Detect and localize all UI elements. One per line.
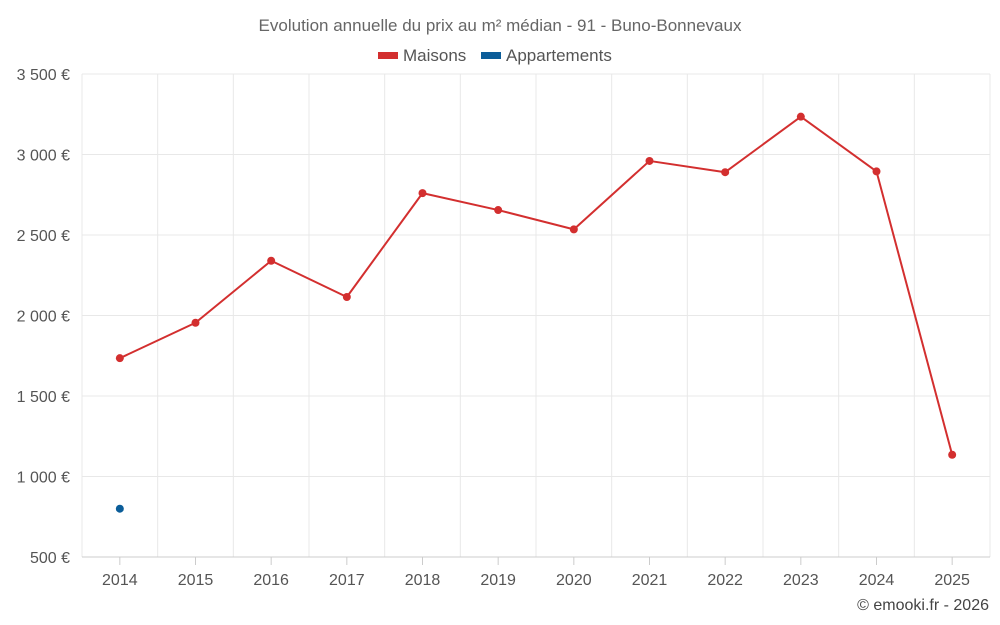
x-tick-label: 2019 — [480, 572, 516, 589]
series-line-maisons — [119, 115, 954, 456]
data-point-maisons[interactable] — [267, 256, 276, 265]
data-point-maisons[interactable] — [115, 354, 124, 363]
legend: Maisons Appartements — [378, 46, 612, 65]
y-tick-label: 3 500 € — [17, 67, 70, 84]
x-tick-label: 2016 — [253, 572, 289, 589]
data-point-maisons[interactable] — [948, 450, 957, 459]
y-axis: 500 € 1 000 € 1 500 € 2 000 € 2 500 € 3 000 €… — [17, 67, 70, 567]
data-point-maisons[interactable] — [569, 225, 578, 234]
x-tick-label: 2021 — [632, 572, 668, 589]
x-tick-label: 2024 — [859, 572, 895, 589]
y-tick-label: 3 000 € — [17, 148, 70, 165]
data-point-maisons[interactable] — [721, 168, 730, 177]
chart-title: Evolution annuelle du prix au m² médian … — [259, 16, 742, 35]
x-tick-label: 2015 — [178, 572, 214, 589]
data-point-maisons[interactable] — [191, 318, 200, 327]
data-point-maisons[interactable] — [796, 112, 805, 121]
x-axis: 2014 2015 2016 2017 2018 2019 2020 2021 2022 2023… — [82, 556, 990, 589]
data-point-appartements[interactable] — [115, 504, 124, 513]
grid — [81, 73, 991, 558]
legend-swatch-appartements — [481, 52, 501, 59]
x-tick-label: 2014 — [102, 572, 138, 589]
x-tick-label: 2025 — [934, 572, 970, 589]
data-point-maisons[interactable] — [645, 156, 654, 165]
legend-label-maisons[interactable]: Maisons — [403, 46, 466, 65]
x-tick-label: 2023 — [783, 572, 819, 589]
x-tick-label: 2018 — [405, 572, 441, 589]
x-tick-label: 2020 — [556, 572, 592, 589]
series-appartements — [115, 504, 124, 513]
credit-text: © emooki.fr - 2026 — [857, 597, 989, 614]
data-point-maisons[interactable] — [872, 167, 881, 176]
y-tick-label: 1 000 € — [17, 470, 70, 487]
series — [115, 112, 957, 513]
y-tick-label: 2 000 € — [17, 309, 70, 326]
y-tick-label: 2 500 € — [17, 228, 70, 245]
y-tick-label: 1 500 € — [17, 389, 70, 406]
x-tick-label: 2022 — [707, 572, 743, 589]
data-point-maisons[interactable] — [342, 292, 351, 301]
legend-swatch-maisons — [378, 52, 398, 59]
data-point-maisons[interactable] — [418, 189, 427, 198]
data-point-maisons[interactable] — [494, 206, 503, 215]
series-maisons — [115, 112, 957, 459]
x-tick-label: 2017 — [329, 572, 365, 589]
y-tick-label: 500 € — [30, 550, 70, 567]
legend-label-appartements[interactable]: Appartements — [506, 46, 612, 65]
